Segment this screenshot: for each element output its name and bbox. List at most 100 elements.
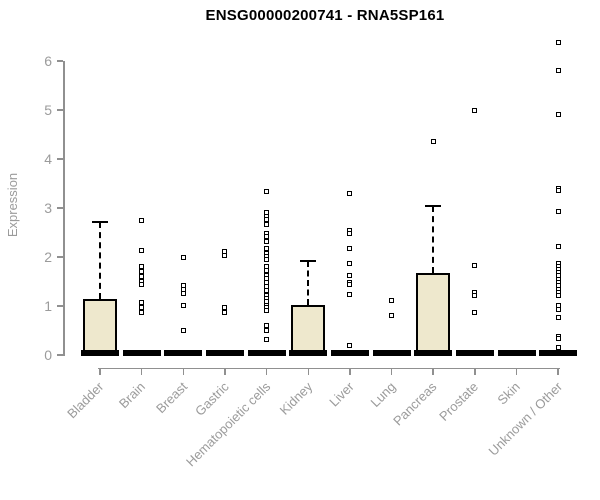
median-line xyxy=(539,350,578,356)
outlier-point xyxy=(347,342,353,348)
outlier-point xyxy=(555,292,561,298)
y-tick xyxy=(57,207,63,209)
outlier-point xyxy=(389,298,395,304)
outlier-point xyxy=(139,274,145,280)
median-line xyxy=(289,350,328,356)
whisker-cap xyxy=(300,259,317,262)
median-line xyxy=(414,350,453,356)
x-tick-label: Prostate xyxy=(436,379,482,424)
x-tick xyxy=(432,369,434,375)
y-tick xyxy=(57,109,63,111)
x-axis-line xyxy=(98,367,560,369)
outlier-point xyxy=(347,231,353,237)
median-line xyxy=(372,350,411,356)
outlier-point xyxy=(555,345,561,351)
outlier-point xyxy=(264,257,270,263)
x-tick-label: Lung xyxy=(367,379,399,411)
outlier-point xyxy=(555,209,561,215)
outlier-point xyxy=(472,293,478,299)
x-tick-label: Breast xyxy=(152,379,190,417)
outlier-point xyxy=(555,188,561,194)
y-tick-label: 3 xyxy=(44,200,52,216)
x-tick-label: Liver xyxy=(325,379,357,410)
outlier-point xyxy=(347,281,353,287)
outlier-point xyxy=(180,327,186,333)
box xyxy=(416,272,451,356)
outlier-point xyxy=(472,263,478,269)
x-tick-label: Gastric xyxy=(191,379,232,419)
outlier-point xyxy=(139,269,145,275)
outlier-point xyxy=(264,337,270,343)
outlier-point xyxy=(347,260,353,266)
x-tick-label: Skin xyxy=(494,379,524,408)
outlier-point xyxy=(222,304,228,310)
median-line xyxy=(497,350,536,356)
y-tick xyxy=(57,354,63,356)
outlier-point xyxy=(347,190,353,196)
y-axis-line xyxy=(63,61,65,356)
outlier-point xyxy=(555,244,561,250)
median-line xyxy=(81,350,119,356)
y-tick xyxy=(57,256,63,258)
y-tick xyxy=(57,60,63,62)
y-tick-label: 5 xyxy=(44,102,52,118)
x-tick-label: Pancreas xyxy=(390,379,440,429)
median-line xyxy=(330,350,369,356)
x-tick xyxy=(99,369,101,375)
outlier-point xyxy=(264,308,270,314)
outlier-point xyxy=(347,272,353,278)
outlier-point xyxy=(430,139,436,145)
outlier-point xyxy=(139,310,145,316)
outlier-point xyxy=(472,309,478,315)
outlier-point xyxy=(347,291,353,297)
outlier-point xyxy=(264,322,270,328)
x-tick xyxy=(224,369,226,375)
y-tick-label: 2 xyxy=(44,249,52,265)
box xyxy=(291,305,326,356)
outlier-point xyxy=(264,267,270,273)
outlier-point xyxy=(347,245,353,251)
outlier-point xyxy=(555,68,561,74)
outlier-point xyxy=(389,313,395,319)
x-tick-label: Brain xyxy=(116,379,149,412)
x-tick xyxy=(307,369,309,375)
median-line xyxy=(122,350,161,356)
x-tick xyxy=(265,369,268,375)
y-tick xyxy=(57,158,63,160)
outlier-point xyxy=(264,239,270,245)
whisker xyxy=(307,260,310,305)
x-tick-label: Kidney xyxy=(276,379,315,418)
whisker xyxy=(99,221,101,300)
median-line xyxy=(247,350,286,356)
whisker-cap xyxy=(92,220,108,223)
x-tick xyxy=(390,369,393,375)
y-tick xyxy=(57,305,63,307)
outlier-point xyxy=(555,306,561,312)
x-tick xyxy=(182,369,185,375)
whisker xyxy=(432,206,435,273)
outlier-point xyxy=(264,275,270,281)
y-tick-label: 1 xyxy=(44,298,52,314)
outlier-point xyxy=(222,310,228,316)
y-tick-label: 6 xyxy=(44,53,52,69)
outlier-point xyxy=(264,245,270,251)
chart-title: ENSG00000200741 - RNA5SP161 xyxy=(205,7,445,24)
outlier-point xyxy=(555,336,561,342)
median-line xyxy=(455,350,494,356)
outlier-point xyxy=(139,218,145,224)
outlier-point xyxy=(180,254,186,260)
outlier-point xyxy=(264,327,270,333)
x-tick xyxy=(515,369,518,375)
outlier-point xyxy=(555,112,561,118)
outlier-point xyxy=(139,299,145,305)
outlier-point xyxy=(264,234,270,240)
outlier-point xyxy=(139,248,145,254)
outlier-point xyxy=(139,282,145,288)
x-tick-label: Unknown / Other xyxy=(485,379,565,459)
whisker-cap xyxy=(425,205,442,208)
x-tick xyxy=(349,369,351,375)
outlier-point xyxy=(264,189,270,195)
median-line xyxy=(164,350,203,356)
